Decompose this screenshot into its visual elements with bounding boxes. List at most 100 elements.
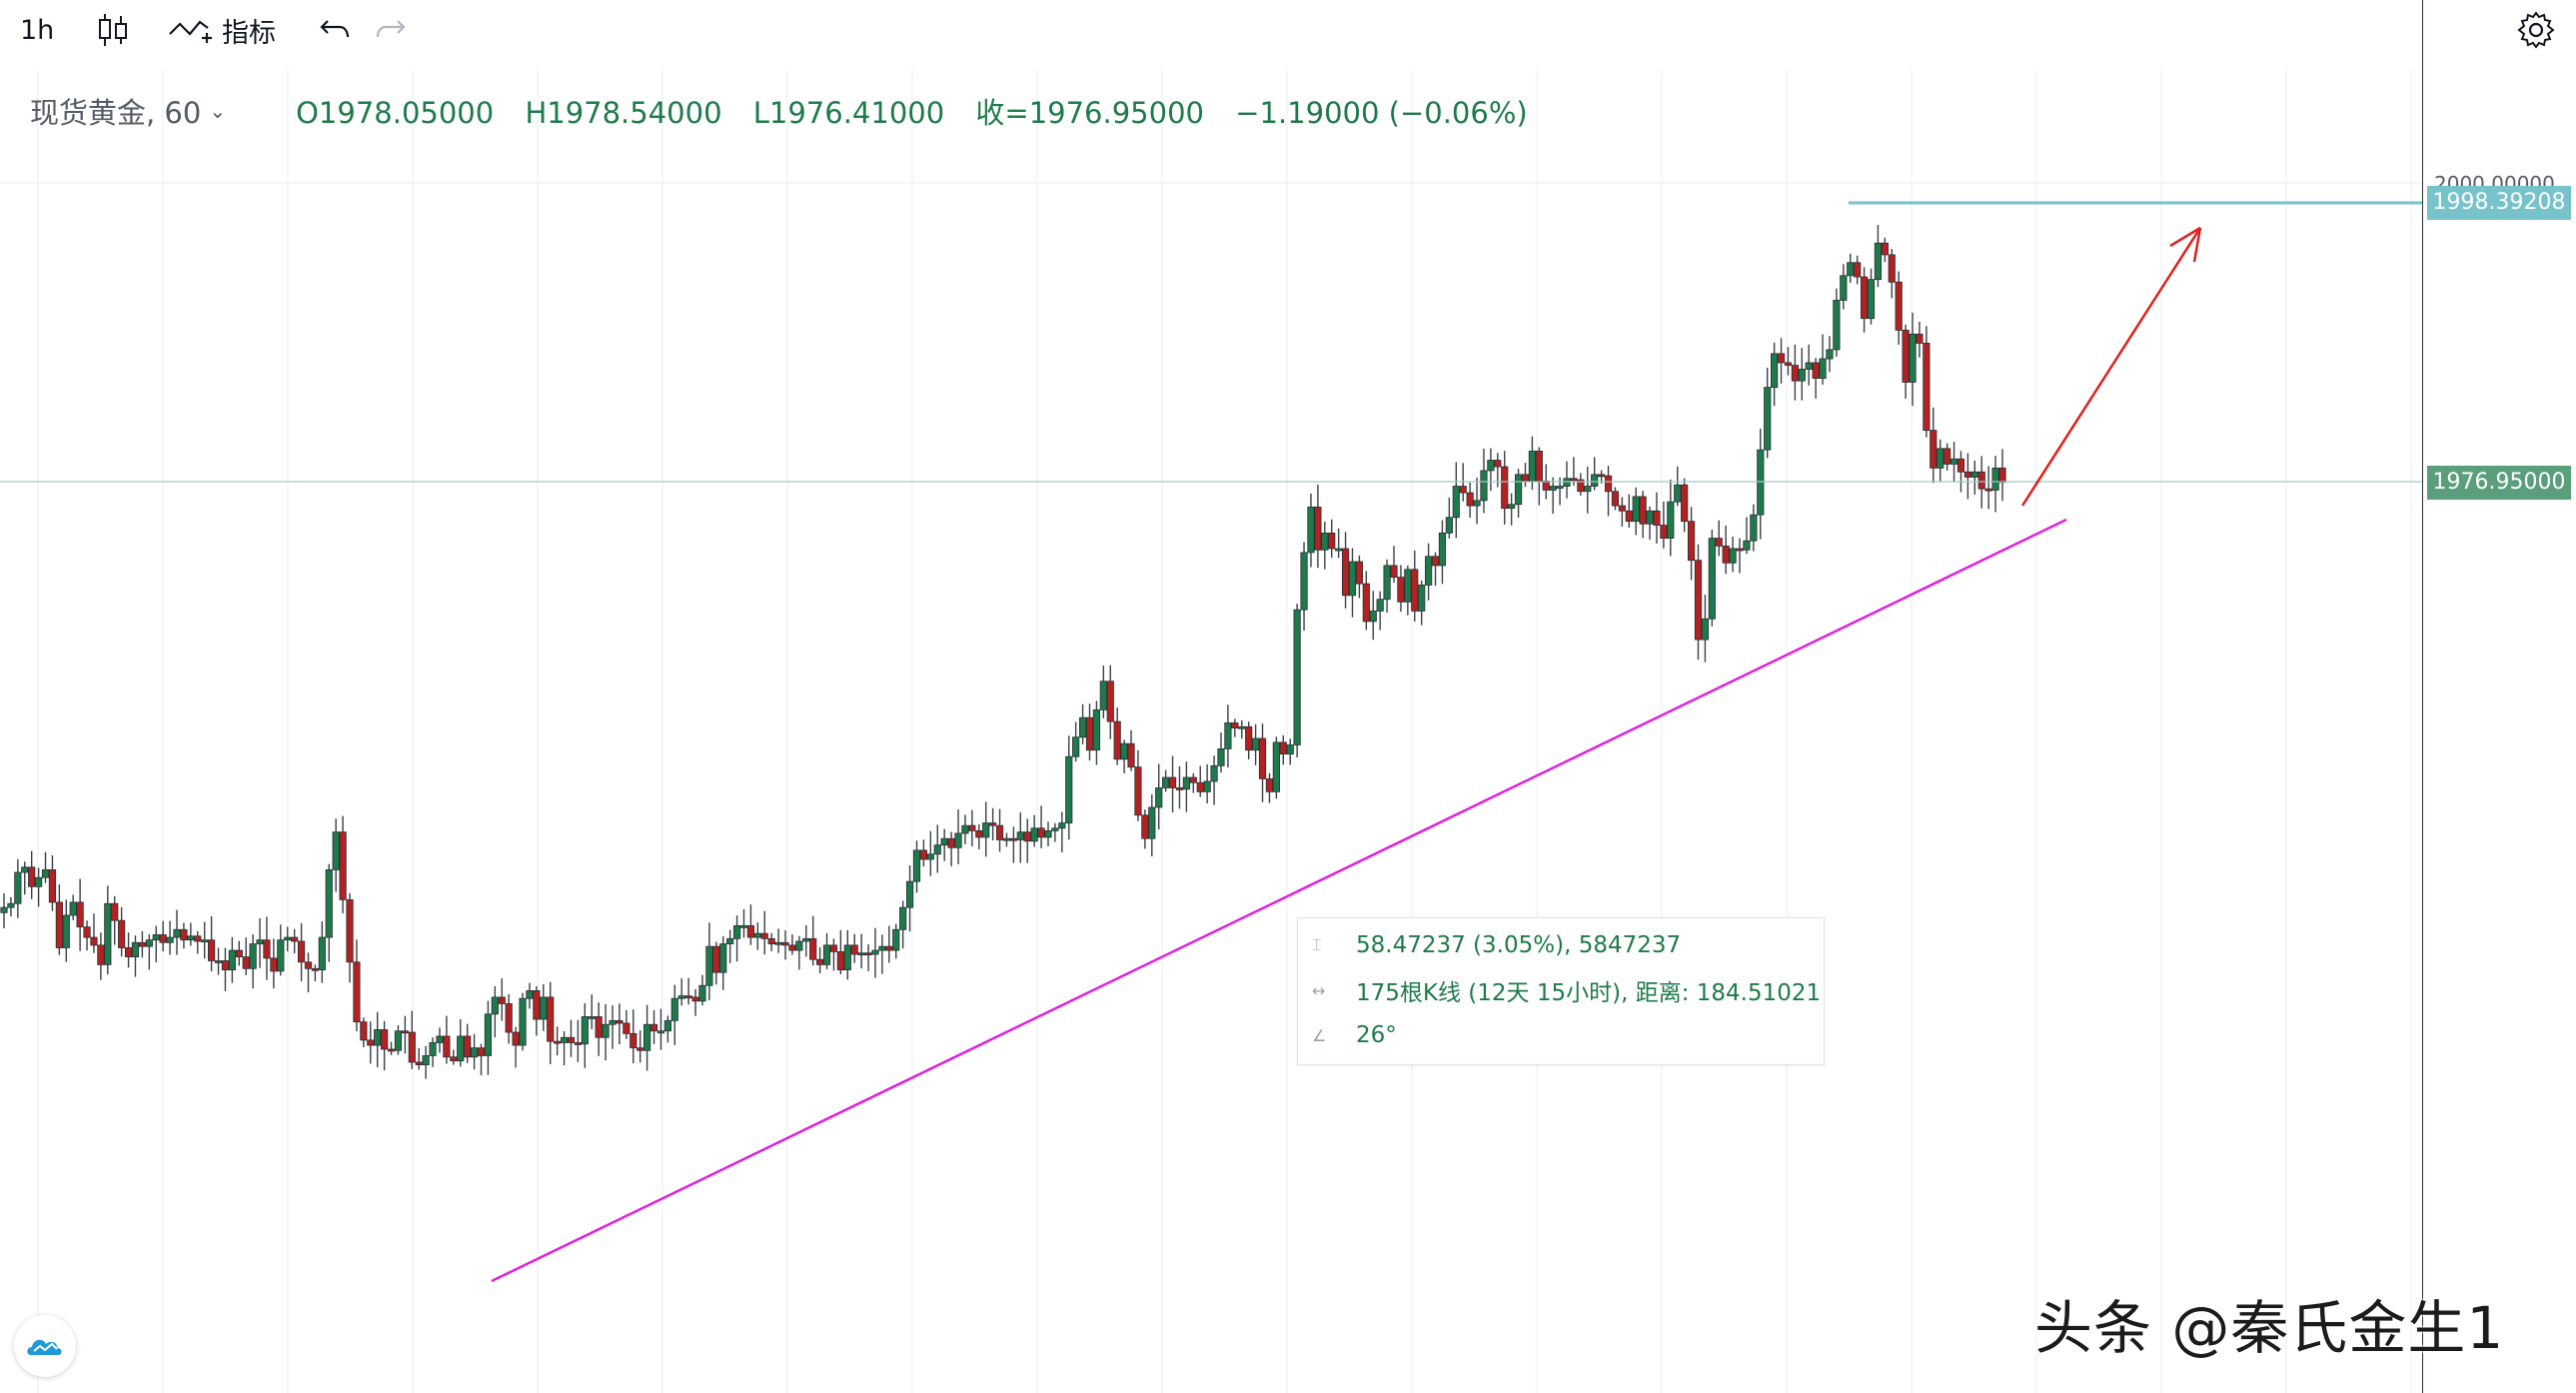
low-value: L1976.41000 bbox=[752, 96, 945, 130]
candle-up bbox=[1949, 458, 1958, 465]
candle-down bbox=[885, 945, 893, 951]
candle-up bbox=[131, 941, 140, 957]
candle-up bbox=[1155, 787, 1163, 808]
candle-down bbox=[381, 1029, 389, 1050]
candle-down bbox=[616, 1019, 624, 1024]
candle-up bbox=[187, 935, 195, 941]
candle-down bbox=[1984, 488, 1992, 492]
candle-up bbox=[332, 831, 340, 870]
candle-up bbox=[1847, 262, 1855, 277]
candle-down bbox=[623, 1022, 631, 1034]
support-trendline bbox=[491, 518, 2067, 1283]
measure-price-row: ⌶ 58.47237 (3.05%), 5847237 bbox=[1312, 930, 1681, 960]
candle-down bbox=[767, 937, 775, 944]
candle-down bbox=[1784, 362, 1793, 366]
candle-up bbox=[1646, 510, 1654, 525]
candle-up bbox=[422, 1055, 430, 1065]
candle-up bbox=[470, 1047, 479, 1058]
undo-icon[interactable] bbox=[318, 10, 352, 50]
candle-down bbox=[829, 944, 838, 952]
interval-button[interactable]: 1h bbox=[20, 10, 54, 50]
candle-down bbox=[1106, 681, 1114, 722]
candle-up bbox=[1798, 369, 1806, 382]
candle-up bbox=[69, 901, 77, 916]
candle-down bbox=[1113, 720, 1121, 760]
candle-up bbox=[0, 906, 8, 913]
candle-down bbox=[1854, 262, 1862, 278]
settings-gear-icon[interactable] bbox=[2516, 10, 2556, 50]
candle-up bbox=[1335, 548, 1343, 552]
candle-down bbox=[1943, 448, 1951, 465]
indicators-button[interactable]: 指标 bbox=[168, 10, 276, 50]
measure-bars-row: ↔ 175根K线 (12天 15小时), 距离: 184.51021 bbox=[1312, 975, 1821, 1006]
candle-up bbox=[318, 936, 326, 970]
candle-up bbox=[1805, 362, 1813, 370]
candle-down bbox=[1881, 242, 1889, 256]
candle-down bbox=[1618, 505, 1626, 512]
candle-up bbox=[1120, 742, 1128, 760]
symbol-selector[interactable]: 现货黄金, 60 ⌄ bbox=[30, 90, 226, 132]
tradingview-logo[interactable] bbox=[14, 1315, 76, 1377]
candle-down bbox=[477, 1047, 486, 1056]
candle-up bbox=[1701, 618, 1710, 641]
candle-up bbox=[1750, 514, 1758, 542]
candle-down bbox=[194, 935, 202, 942]
candle-down bbox=[1577, 479, 1585, 493]
candle-down bbox=[684, 995, 692, 999]
candle-down bbox=[90, 936, 98, 946]
candle-up bbox=[277, 939, 285, 972]
candle-up bbox=[1376, 599, 1384, 612]
candle-up bbox=[1514, 474, 1523, 506]
candle-down bbox=[1258, 737, 1267, 779]
candle-up bbox=[1549, 486, 1557, 491]
candle-down bbox=[1265, 777, 1274, 792]
candle-up bbox=[961, 824, 969, 834]
candle-up bbox=[1272, 741, 1280, 792]
candle-up bbox=[1058, 822, 1066, 829]
candle-up bbox=[1991, 467, 1999, 491]
candle-down bbox=[1501, 466, 1509, 510]
candle-down bbox=[1625, 510, 1633, 523]
candle-up bbox=[1757, 449, 1765, 516]
candle-down bbox=[180, 928, 188, 941]
candle-up bbox=[540, 996, 548, 1020]
candle-up bbox=[1383, 565, 1391, 601]
candle-up bbox=[173, 928, 181, 938]
candle-down bbox=[415, 1061, 423, 1065]
candle-down bbox=[1494, 460, 1502, 468]
candle-down bbox=[1355, 561, 1364, 585]
candle-down bbox=[1141, 814, 1149, 839]
resistance-price-label: 1998.39208 bbox=[2427, 186, 2571, 220]
price-range-icon: ⌶ bbox=[1312, 935, 1322, 954]
candle-down bbox=[1895, 281, 1903, 331]
top-toolbar: 1h 指标 bbox=[0, 0, 2576, 60]
cloud-logo-icon bbox=[27, 1339, 62, 1355]
angle-icon: ∠ bbox=[1312, 1025, 1327, 1045]
candle-down bbox=[1888, 254, 1896, 283]
candle-up bbox=[609, 1019, 617, 1025]
close-value: 收=1976.95000 bbox=[975, 96, 1204, 130]
candle-up bbox=[1307, 506, 1315, 554]
candle-down bbox=[746, 924, 755, 938]
candle-down bbox=[1521, 474, 1530, 482]
price-axis[interactable] bbox=[2422, 0, 2576, 1393]
candle-up bbox=[1508, 504, 1516, 510]
candle-down bbox=[919, 849, 928, 860]
candle-down bbox=[968, 824, 976, 831]
redo-icon[interactable] bbox=[374, 10, 408, 50]
candle-up bbox=[802, 937, 810, 942]
candle-down bbox=[1245, 725, 1253, 751]
candle-down bbox=[1722, 546, 1730, 564]
candle-up bbox=[1438, 532, 1447, 567]
candle-down bbox=[1127, 742, 1135, 768]
candle-style-icon[interactable] bbox=[96, 10, 130, 50]
candle-down bbox=[567, 1036, 576, 1043]
candle-down bbox=[816, 958, 824, 965]
candle-up bbox=[670, 997, 678, 1021]
candle-down bbox=[401, 1030, 409, 1034]
candle-down bbox=[1604, 475, 1613, 493]
candle-down bbox=[124, 947, 133, 957]
candle-up bbox=[1867, 279, 1876, 320]
candle-up bbox=[41, 869, 50, 878]
